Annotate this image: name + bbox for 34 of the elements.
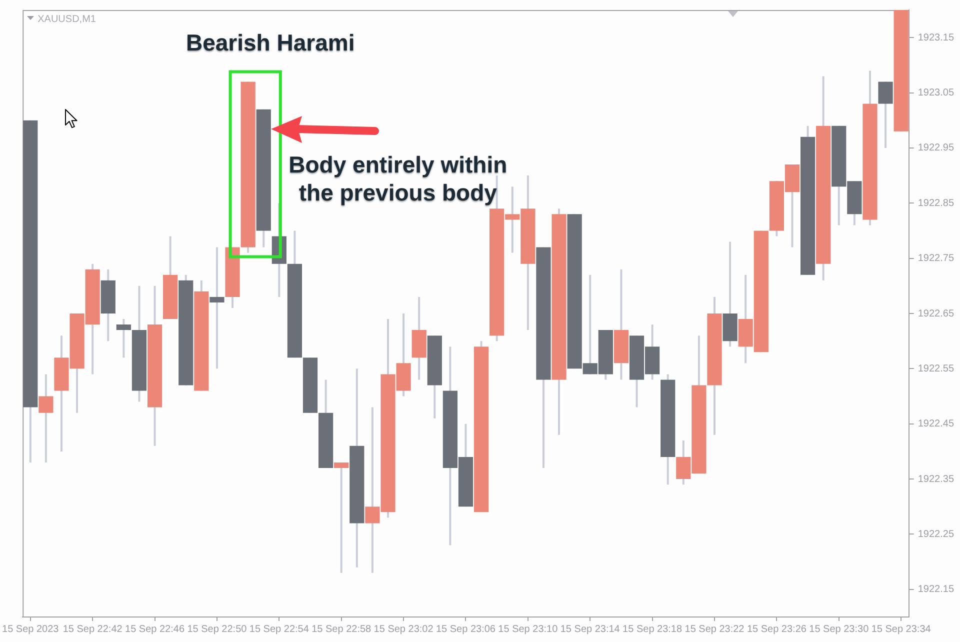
y-tick-label: 1922.35 [918, 474, 954, 485]
x-tick-label: 15 Sep 22:54 [249, 624, 310, 635]
y-tick-label: 1922.15 [918, 584, 954, 596]
x-tick-label: 15 Sep 23:14 [560, 624, 620, 635]
candlestick [210, 246, 224, 370]
y-tick-label: 1922.55 [918, 363, 954, 374]
y-tick-label: 1922.65 [918, 308, 954, 320]
x-tick-label: 15 Sep 23:34 [871, 624, 932, 635]
annotation: Body entirely within the previous body [288, 152, 508, 206]
candlestick [334, 461, 349, 574]
y-tick-label: 1922.75 [918, 253, 954, 264]
x-tick-label: 15 Sep 22:58 [312, 624, 372, 635]
candlestick [116, 318, 131, 359]
candlestick [38, 373, 54, 464]
x-tick-label: 15 Sep 22:42 [62, 624, 123, 635]
candlestick [878, 80, 893, 149]
y-tick-label: 1922.25 [918, 528, 954, 540]
x-tick-label: 15 Sep 23:06 [436, 624, 496, 635]
x-tick-label: 15 Sep 23:30 [809, 624, 870, 635]
x-tick-label: 15 Sep 23:02 [374, 624, 434, 635]
y-tick-label: 1923.15 [918, 32, 954, 44]
y-tick-label: 1922.85 [918, 198, 954, 209]
chart-title: XAUUSD,M1 [38, 14, 96, 25]
x-tick-label: 15 Sep 23:18 [622, 624, 682, 635]
x-tick-label: 15 Sep 23:10 [498, 624, 558, 635]
x-tick-label: 15 Sep 23:26 [746, 624, 807, 635]
y-tick-label: 1922.95 [918, 142, 954, 154]
x-tick-label: 15 Sep 22:50 [187, 624, 248, 635]
x-tick-label: 15 Sep 22:46 [125, 624, 185, 635]
x-tick-label: 15 Sep 2023 [2, 624, 60, 635]
y-tick-label: 1922.45 [918, 418, 954, 430]
annotation: Bearish Harami [186, 30, 355, 56]
y-tick-label: 1923.05 [918, 88, 954, 99]
x-tick-label: 15 Sep 23:22 [684, 624, 745, 635]
